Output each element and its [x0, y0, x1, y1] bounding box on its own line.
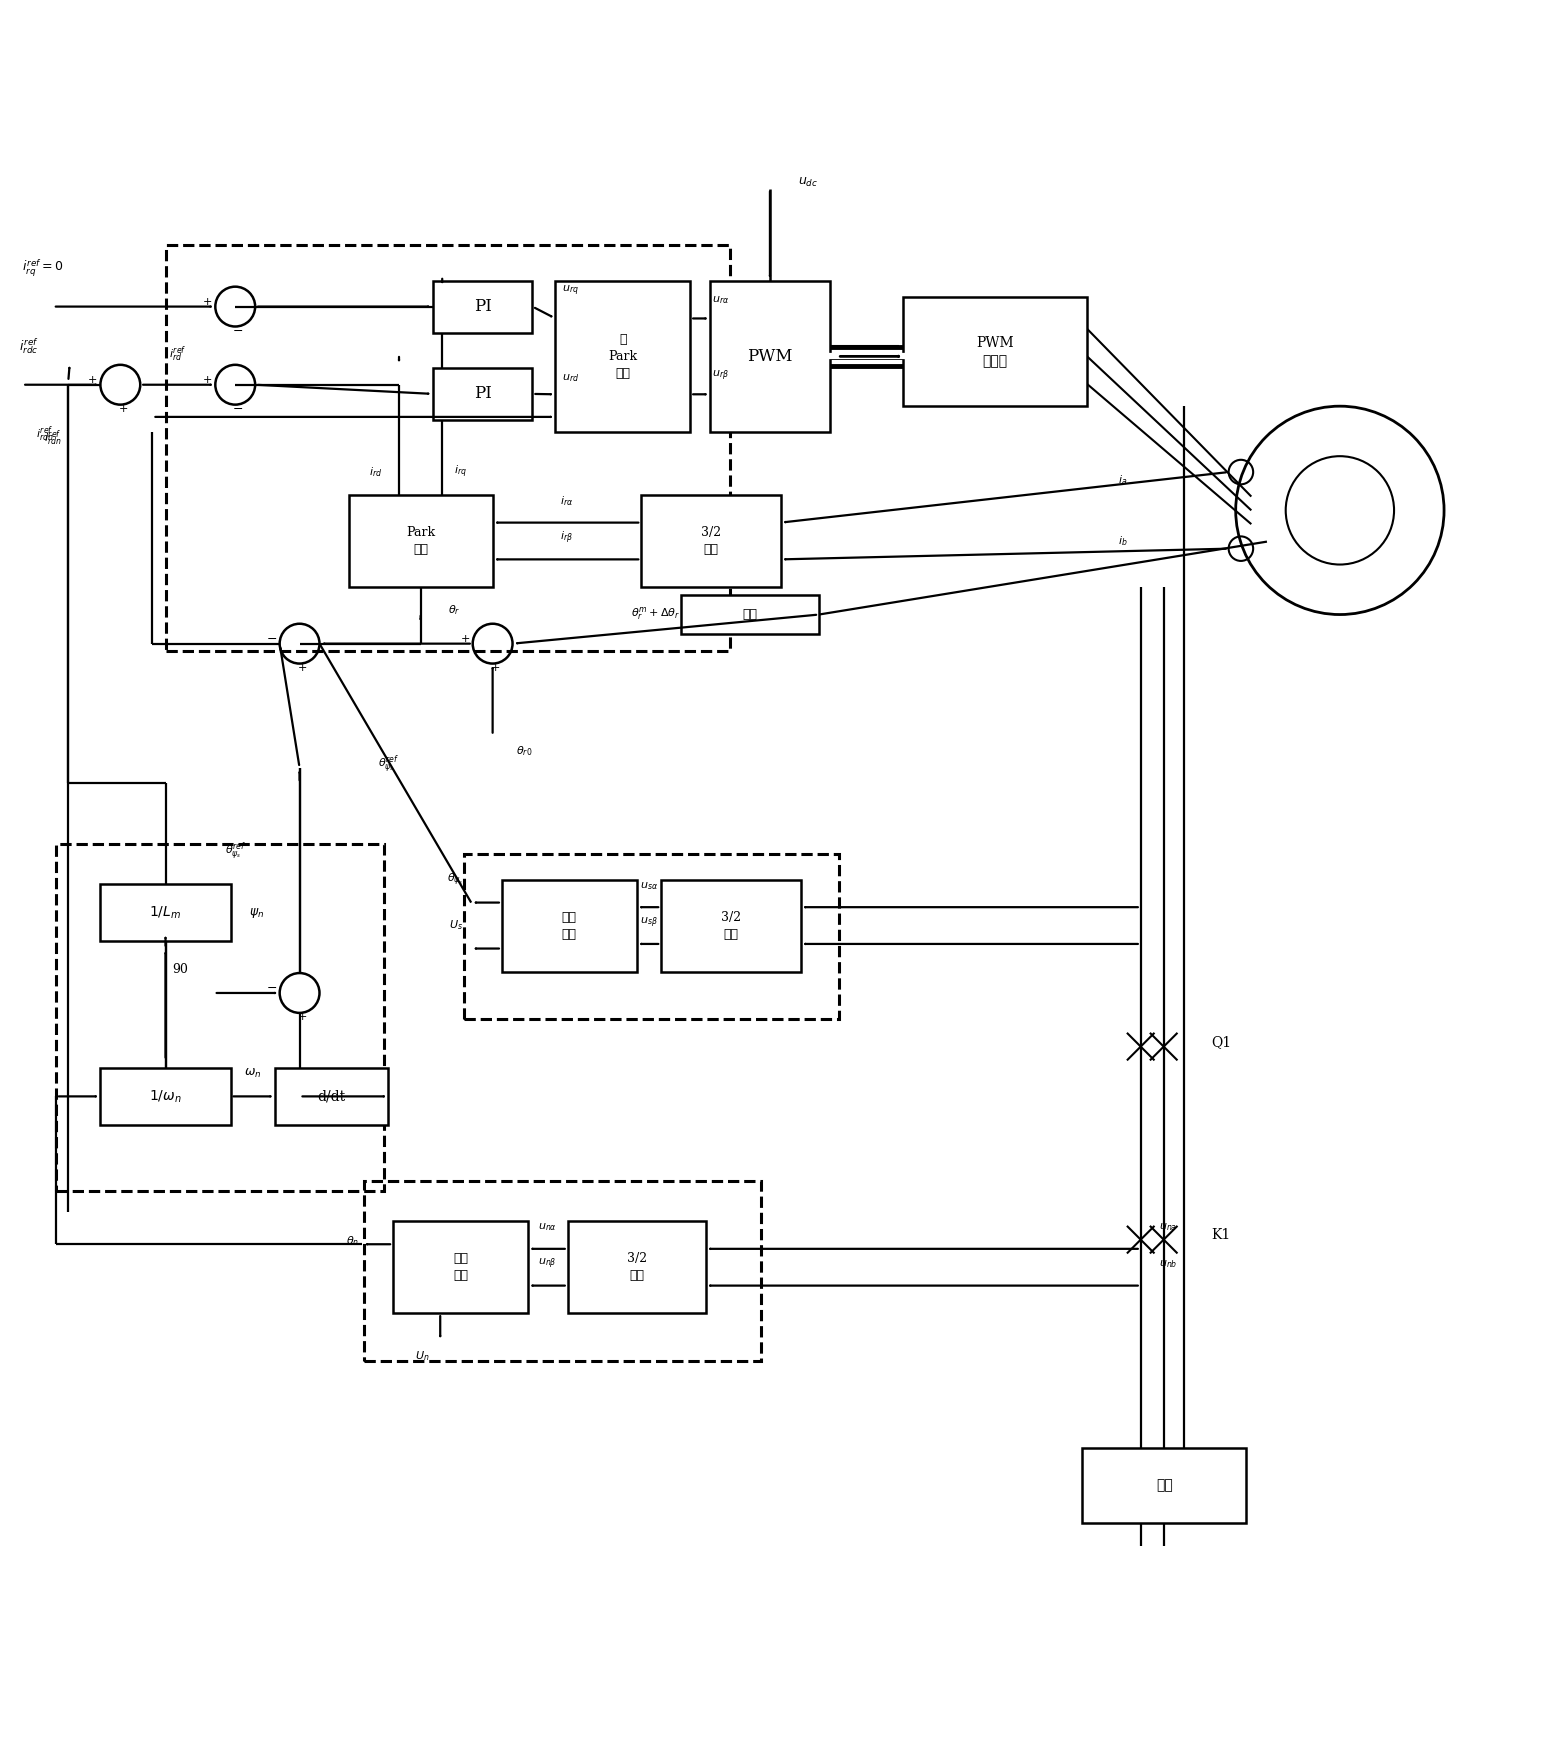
Bar: [393, 1222, 527, 1312]
Text: 3/2
变换: 3/2 变换: [720, 910, 741, 940]
Text: $\theta_{\psi_s}^{ref}$: $\theta_{\psi_s}^{ref}$: [224, 842, 246, 863]
Bar: [642, 495, 781, 586]
Text: +: +: [461, 634, 470, 644]
Text: −: −: [267, 632, 277, 646]
Bar: [433, 368, 532, 420]
Text: $\theta_{r0}$: $\theta_{r0}$: [516, 744, 532, 758]
Text: $i_{rq}^{ref}=0$: $i_{rq}^{ref}=0$: [22, 257, 63, 278]
Bar: [555, 280, 690, 432]
Text: $\omega_n$: $\omega_n$: [244, 1068, 261, 1080]
Bar: [710, 280, 830, 432]
Text: $u_{nb}$: $u_{nb}$: [1160, 1258, 1178, 1270]
Text: $u_{na}$: $u_{na}$: [1160, 1222, 1178, 1234]
Text: $\theta_n$: $\theta_n$: [346, 1234, 359, 1248]
Text: $\theta_{\psi_s}$: $\theta_{\psi_s}$: [447, 872, 464, 887]
Text: +: +: [88, 374, 97, 385]
Text: Q1: Q1: [1211, 1034, 1231, 1048]
Text: $i_{rd}$: $i_{rd}$: [369, 466, 383, 480]
Text: PI: PI: [473, 385, 492, 402]
Text: 电压
计算: 电压 计算: [561, 910, 577, 940]
Bar: [1082, 1447, 1246, 1522]
Text: $i_{rd}^{ref}$: $i_{rd}^{ref}$: [169, 345, 187, 364]
Text: −: −: [267, 982, 277, 996]
Text: +: +: [119, 404, 128, 415]
Bar: [167, 245, 730, 651]
Text: $u_{rd}$: $u_{rd}$: [563, 373, 580, 385]
Text: PWM: PWM: [747, 348, 793, 366]
Text: $i_{r\alpha}$: $i_{r\alpha}$: [560, 493, 574, 507]
Bar: [903, 298, 1087, 406]
Bar: [363, 1181, 761, 1362]
Bar: [100, 1068, 230, 1125]
Text: $u_{r\beta}$: $u_{r\beta}$: [713, 369, 730, 383]
Text: 电压
计算: 电压 计算: [453, 1253, 468, 1283]
Bar: [567, 1222, 705, 1312]
Text: $u_{n\alpha}$: $u_{n\alpha}$: [538, 1222, 557, 1234]
Bar: [433, 280, 532, 332]
Bar: [662, 880, 801, 971]
Text: Park
变换: Park 变换: [407, 527, 434, 556]
Text: $i_{rq}$: $i_{rq}$: [455, 464, 467, 480]
Text: −: −: [233, 324, 244, 338]
Text: PI: PI: [473, 298, 492, 315]
Bar: [464, 854, 839, 1018]
Text: $u_{s\beta}$: $u_{s\beta}$: [640, 915, 657, 929]
Text: 3/2
变换: 3/2 变换: [700, 527, 720, 556]
Text: $i_{r\beta}$: $i_{r\beta}$: [561, 530, 574, 546]
Text: $u_{n\beta}$: $u_{n\beta}$: [538, 1256, 557, 1270]
Bar: [56, 844, 383, 1190]
Bar: [348, 495, 493, 586]
Text: 反
Park
变换: 反 Park 变换: [608, 332, 637, 380]
Text: $u_{dc}$: $u_{dc}$: [798, 177, 818, 189]
Text: −: −: [233, 402, 244, 416]
Bar: [682, 595, 819, 635]
Text: $\theta_r$: $\theta_r$: [448, 604, 461, 616]
Text: $U_s$: $U_s$: [450, 919, 464, 933]
Text: $1/\omega_n$: $1/\omega_n$: [150, 1088, 182, 1104]
Text: $1/L_m$: $1/L_m$: [150, 905, 181, 920]
Bar: [275, 1068, 388, 1125]
Text: $i_{rdc}^{ref}$: $i_{rdc}^{ref}$: [19, 336, 39, 357]
Text: $u_{rq}$: $u_{rq}$: [563, 284, 580, 299]
Text: 90: 90: [172, 964, 187, 977]
Text: +: +: [298, 1013, 308, 1022]
Text: +: +: [298, 663, 308, 674]
Text: $u_{r\alpha}$: $u_{r\alpha}$: [713, 294, 730, 306]
Text: 码盘: 码盘: [742, 607, 758, 621]
Text: 电网: 电网: [1156, 1479, 1173, 1493]
Text: $\theta_{\psi_s}^{ref}$: $\theta_{\psi_s}^{ref}$: [377, 754, 399, 775]
Text: $\psi_n$: $\psi_n$: [249, 905, 264, 919]
Text: 3/2
变换: 3/2 变换: [626, 1253, 646, 1283]
Bar: [100, 884, 230, 942]
Text: +: +: [203, 374, 212, 385]
Text: $U_n$: $U_n$: [414, 1349, 430, 1363]
Text: $\theta_r^m + \Delta\theta_r$: $\theta_r^m + \Delta\theta_r$: [631, 604, 680, 621]
Text: $i_b$: $i_b$: [1118, 534, 1127, 548]
Text: $i_{rdn}^{ref}$: $i_{rdn}^{ref}$: [37, 424, 54, 443]
Bar: [502, 880, 637, 971]
Text: $i_{rdn}^{ref}$: $i_{rdn}^{ref}$: [45, 429, 62, 448]
Text: $u_{s\alpha}$: $u_{s\alpha}$: [640, 880, 659, 891]
Text: d/dt: d/dt: [317, 1090, 346, 1104]
Text: +: +: [492, 663, 501, 674]
Text: PWM
变频器: PWM 变频器: [977, 336, 1014, 368]
Text: +: +: [203, 298, 212, 306]
Text: $i_a$: $i_a$: [1118, 473, 1127, 487]
Text: K1: K1: [1211, 1228, 1231, 1242]
